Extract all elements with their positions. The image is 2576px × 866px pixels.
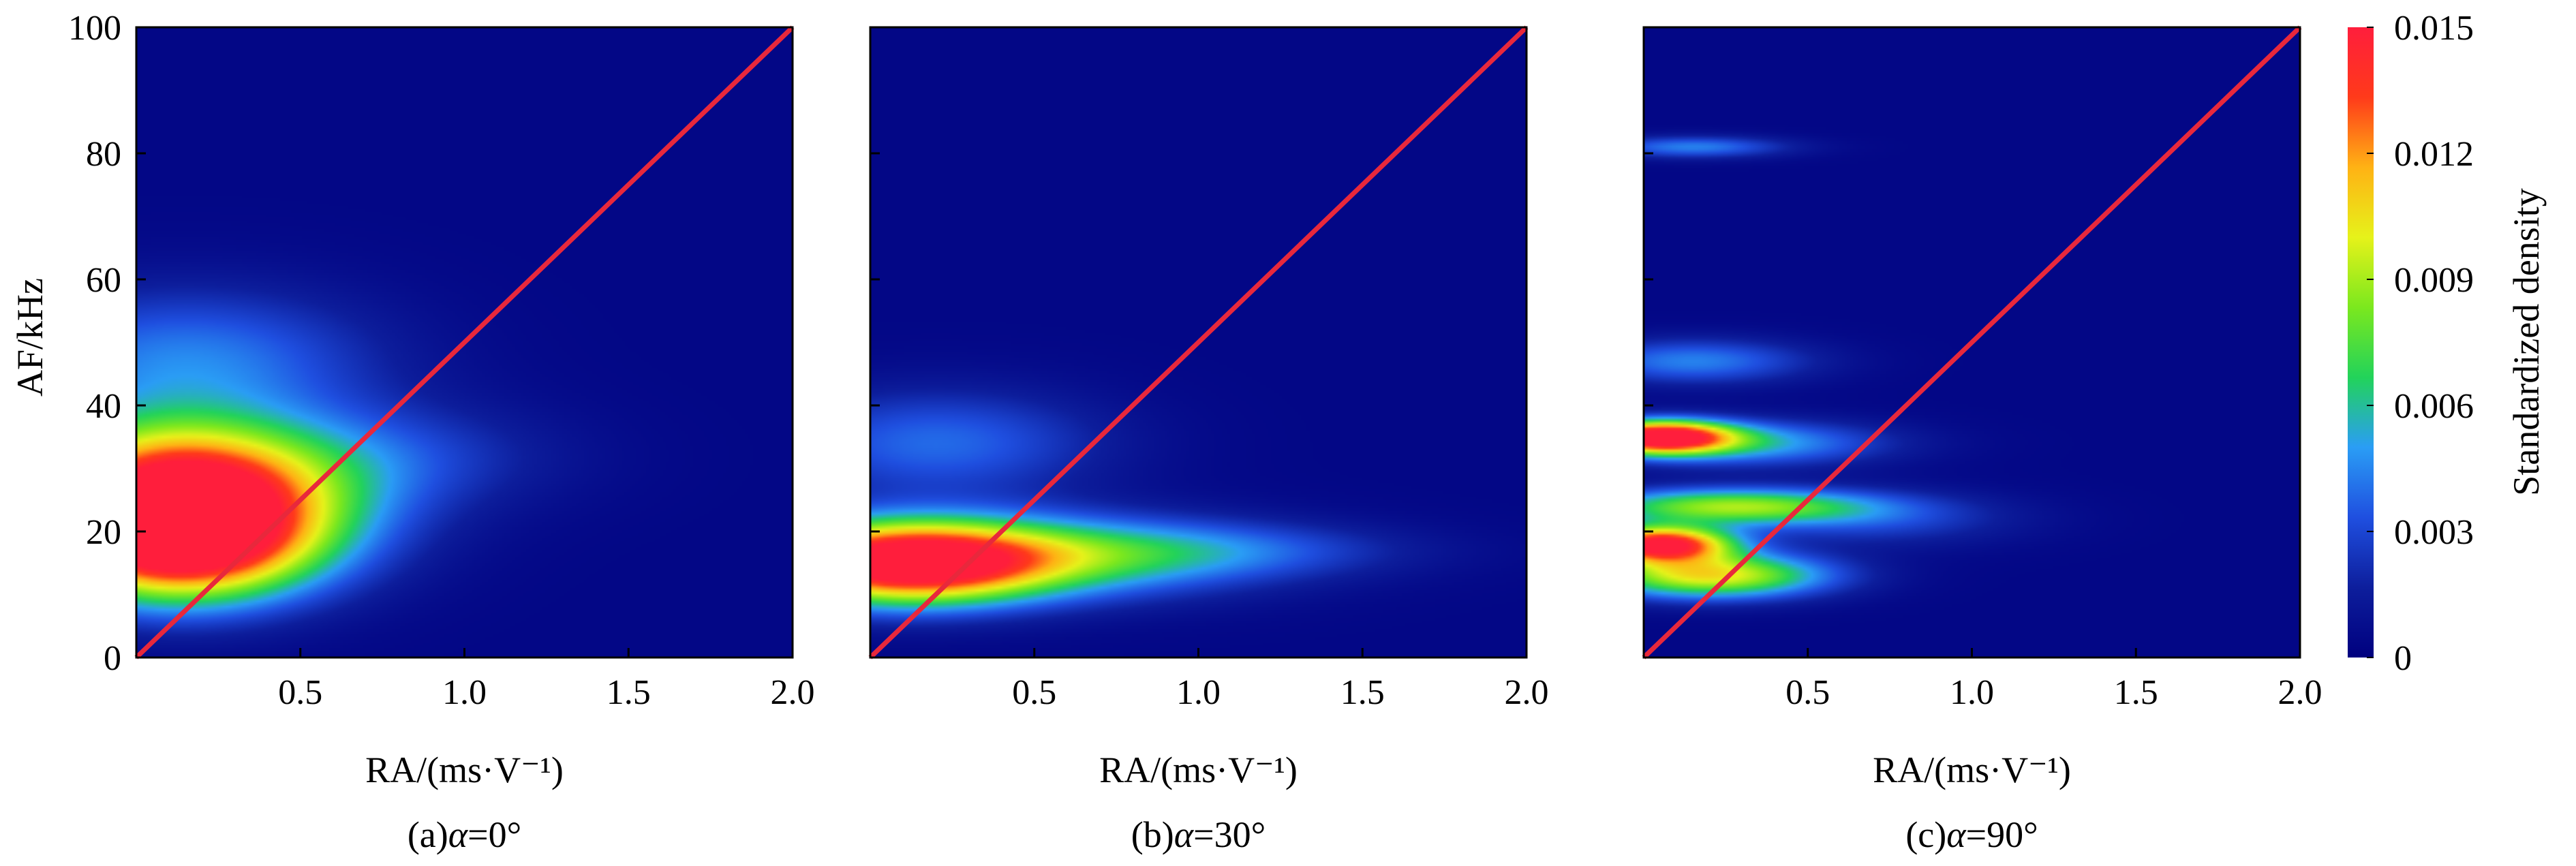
x-tick-label: 1.5	[607, 673, 651, 712]
colorbar-tick-label: 0.012	[2394, 135, 2474, 174]
panel-caption: (b)α=30°	[1131, 814, 1266, 855]
x-tick-label: 0.5	[278, 673, 322, 712]
colorbar-tick-label: 0	[2394, 639, 2412, 678]
y-tick-label: 100	[68, 9, 121, 48]
x-axis-label: RA/(ms·V⁻¹)	[1099, 749, 1298, 790]
y-tick-label: 0	[104, 639, 121, 678]
colorbar-tick-label: 0.009	[2394, 261, 2474, 300]
panel-b: 0.5 1.0 1.5 2.0 RA/(ms·V⁻¹) (b)α=30°	[868, 25, 1549, 855]
x-axis-label: RA/(ms·V⁻¹)	[365, 749, 564, 790]
colorbar-tick-label: 0.006	[2394, 387, 2474, 426]
colorbar-tick-label: 0.015	[2394, 9, 2474, 48]
x-tick-label: 2.0	[771, 673, 815, 712]
colorbar-tick-label: 0.003	[2394, 513, 2474, 552]
panel-c: 0.5 1.0 1.5 2.0 RA/(ms·V⁻¹) (c)α=90°	[1642, 25, 2322, 855]
x-tick-label: 0.5	[1785, 673, 1830, 712]
x-tick-label: 1.0	[1950, 673, 1994, 712]
x-tick-label: 0.5	[1012, 673, 1056, 712]
y-tick-label: 20	[86, 513, 121, 552]
x-axis-label: RA/(ms·V⁻¹)	[1873, 749, 2071, 790]
x-tick-label: 1.5	[1340, 673, 1385, 712]
panel-caption: (a)α=0°	[408, 814, 521, 855]
y-tick-label: 60	[86, 261, 121, 300]
colorbar-gradient	[2348, 27, 2374, 658]
x-tick-label: 2.0	[1505, 673, 1549, 712]
colorbar-label: Standardized density	[2506, 188, 2547, 495]
y-tick-label: 40	[86, 387, 121, 426]
y-tick-label: 80	[86, 135, 121, 174]
reference-line	[868, 25, 1529, 660]
panel-a: 0.5 1.0 1.5 2.0 0 20 40 60 80 100 RA/(ms·V⁻¹) (a)α=…	[68, 9, 815, 855]
x-tick-label: 2.0	[2278, 673, 2322, 712]
reference-line	[134, 25, 795, 660]
x-tick-label: 1.5	[2114, 673, 2158, 712]
x-tick-label: 1.0	[442, 673, 487, 712]
x-tick-label: 1.0	[1176, 673, 1221, 712]
y-axis-label: AF/kHz	[10, 278, 50, 397]
panel-caption: (c)α=90°	[1905, 814, 2038, 855]
colorbar: 0 0.003 0.006 0.009 0.012 0.015 Standardized …	[2348, 9, 2547, 678]
reference-line	[1642, 25, 2302, 660]
